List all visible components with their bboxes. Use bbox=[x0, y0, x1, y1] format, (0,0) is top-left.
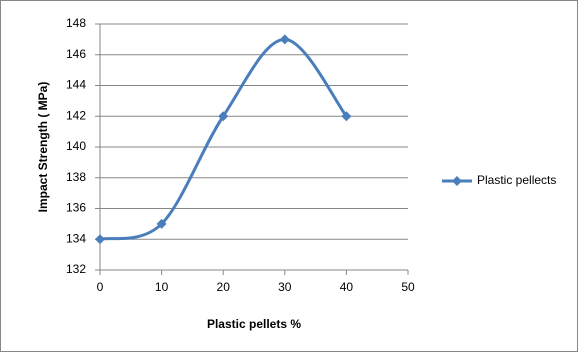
x-tick-label: 0 bbox=[97, 280, 104, 294]
x-axis-label: Plastic pellets % bbox=[207, 317, 301, 331]
point-marker bbox=[156, 218, 167, 229]
y-tick-label: 142 bbox=[66, 108, 86, 122]
y-tick-label: 140 bbox=[66, 139, 86, 153]
point-marker bbox=[218, 111, 229, 122]
y-tick-label: 134 bbox=[66, 231, 86, 245]
y-tick-label: 138 bbox=[66, 170, 86, 184]
x-tick-label: 10 bbox=[155, 280, 169, 294]
x-tick-label: 40 bbox=[340, 280, 354, 294]
x-tick-label: 50 bbox=[401, 280, 415, 294]
x-tick-label: 30 bbox=[278, 280, 292, 294]
legend-marker bbox=[452, 176, 462, 186]
y-axis-label: Impact Strength ( MPa) bbox=[36, 82, 50, 213]
legend-label: Plastic pellects bbox=[477, 173, 556, 187]
y-tick-label: 146 bbox=[66, 47, 86, 61]
point-marker bbox=[95, 234, 105, 245]
y-tick-label: 136 bbox=[66, 201, 86, 215]
point-marker bbox=[279, 34, 290, 45]
x-tick-label: 20 bbox=[217, 280, 231, 294]
y-tick-label: 144 bbox=[66, 78, 86, 92]
y-tick-label: 132 bbox=[66, 262, 86, 276]
y-tick-label: 148 bbox=[66, 16, 86, 30]
point-marker bbox=[341, 111, 352, 122]
